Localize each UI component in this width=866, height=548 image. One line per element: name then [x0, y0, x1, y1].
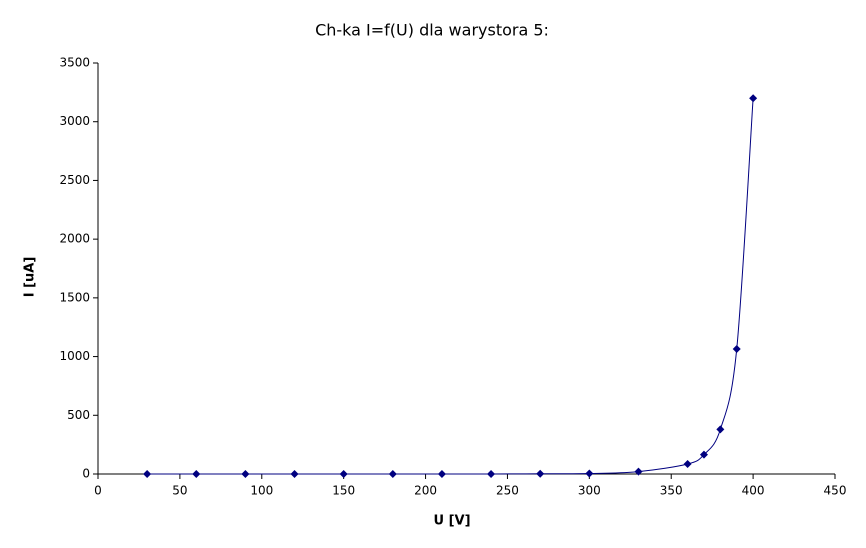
x-tick-label: 0	[94, 484, 102, 498]
data-point	[241, 470, 250, 478]
x-tick-label: 400	[742, 484, 765, 498]
y-tick-label: 2000	[59, 232, 90, 246]
y-tick-label: 500	[67, 408, 90, 422]
data-point	[585, 469, 594, 478]
data-point	[536, 469, 545, 478]
data-point	[339, 470, 348, 478]
data-point	[143, 470, 152, 478]
chart-title: Ch-ka I=f(U) dla warystora 5:	[315, 21, 549, 40]
x-tick-label: 100	[250, 484, 273, 498]
y-tick-label: 3500	[59, 56, 90, 70]
x-tick-label: 250	[496, 484, 519, 498]
y-tick-label: 3000	[59, 114, 90, 128]
data-point	[749, 94, 758, 103]
data-point	[699, 450, 708, 459]
x-tick-label: 150	[332, 484, 355, 498]
x-tick-label: 50	[172, 484, 187, 498]
data-point	[290, 470, 299, 478]
x-tick-label: 300	[578, 484, 601, 498]
data-point	[634, 467, 643, 476]
data-point	[437, 470, 446, 478]
data-point	[192, 470, 201, 478]
y-tick-label: 1000	[59, 349, 90, 363]
data-point	[716, 425, 725, 434]
x-axis-title: U [V]	[433, 514, 470, 529]
data-point	[683, 460, 692, 469]
data-point	[487, 470, 496, 478]
data-point	[388, 470, 397, 478]
y-axis-title: I [uA]	[23, 257, 38, 298]
y-tick-label: 2500	[59, 173, 90, 187]
y-tick-label: 0	[82, 467, 90, 481]
x-tick-label: 450	[824, 484, 847, 498]
data-point	[732, 344, 741, 353]
x-tick-label: 200	[414, 484, 437, 498]
x-tick-label: 350	[660, 484, 683, 498]
y-tick-label: 1500	[59, 290, 90, 304]
